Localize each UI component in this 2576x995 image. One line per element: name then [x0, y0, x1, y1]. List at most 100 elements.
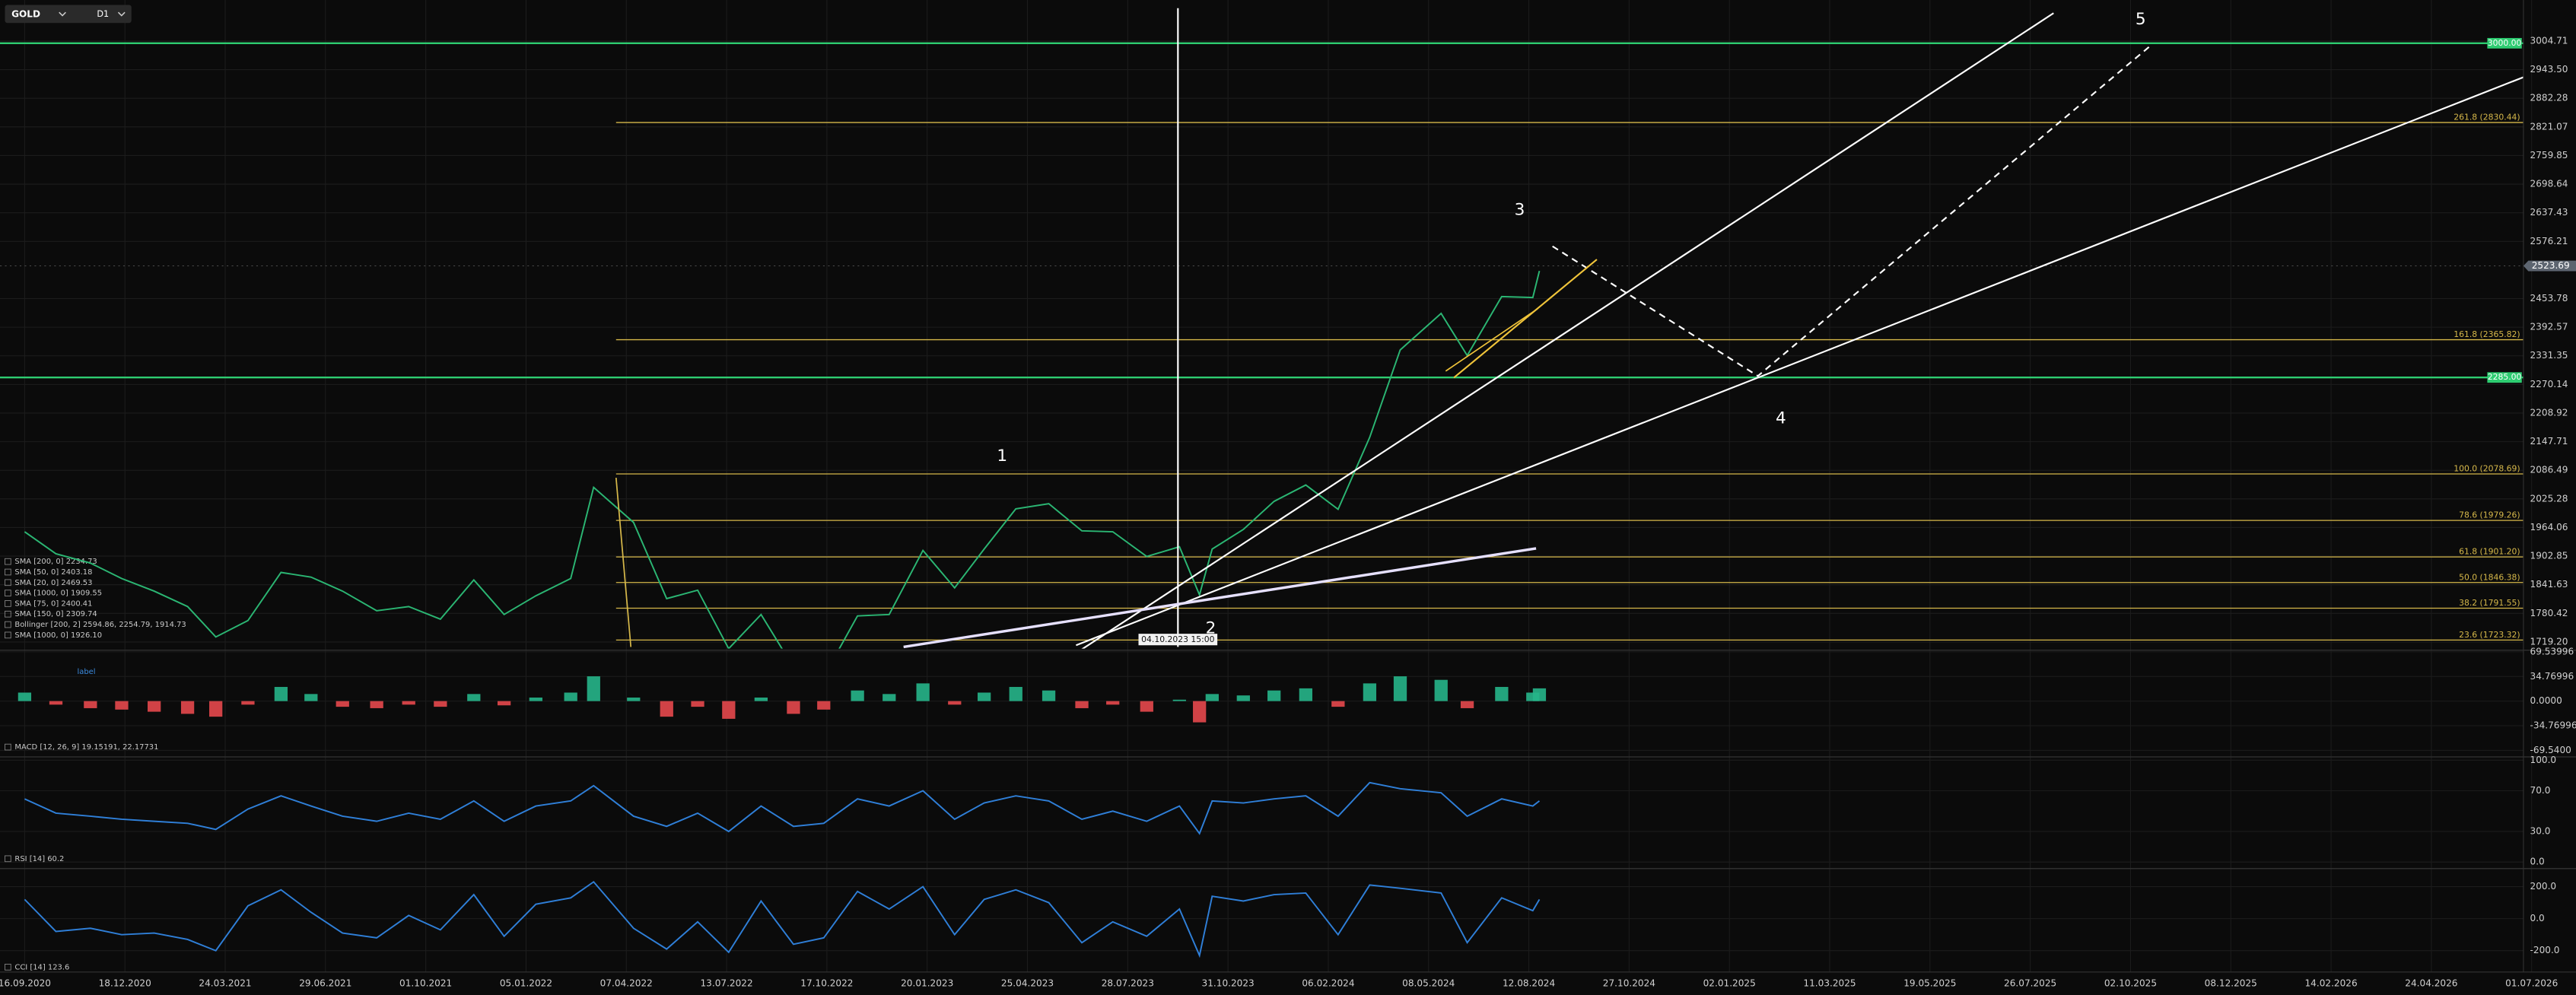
time-tick-label: 24.03.2021	[199, 978, 251, 988]
legend-icon	[5, 568, 11, 576]
legend-icon	[5, 621, 11, 628]
wave-label: 1	[997, 447, 1007, 466]
y-tick-label: 70.0	[2530, 785, 2551, 796]
histogram-bar	[1363, 683, 1377, 701]
y-tick-label: 0.0	[2530, 857, 2545, 867]
histogram-bar	[1267, 690, 1281, 701]
price-level-label: 3000.00	[2488, 38, 2522, 48]
y-tick-label: 100.0	[2530, 755, 2557, 765]
histogram-bar	[1532, 688, 1547, 701]
price-level-tag	[2487, 37, 2522, 49]
fib-level-label: 261.8 (2830.44)	[2454, 113, 2520, 122]
series-line	[24, 270, 1541, 649]
time-tick-label: 02.01.2025	[1703, 978, 1756, 988]
wave-label: 5	[2136, 10, 2146, 29]
histogram-bar	[627, 697, 641, 701]
fib-level-label: 61.8 (1901.20)	[2459, 547, 2520, 557]
histogram-bar	[1236, 695, 1250, 701]
histogram-bar	[754, 697, 768, 701]
histogram-bar	[209, 701, 223, 717]
histogram-bar	[336, 701, 349, 707]
y-tick-label: 2086.49	[2530, 465, 2568, 475]
cursor-tag-label: 04.10.2023 15:00	[1141, 634, 1214, 644]
legend-icon	[5, 743, 11, 751]
histogram-bar	[304, 694, 318, 701]
y-tick-label: -34.76996	[2530, 720, 2576, 731]
histogram-bar	[1172, 699, 1186, 701]
grid-layer	[0, 0, 2576, 972]
y-tick-label: 2943.50	[2530, 64, 2568, 75]
legend-entry: SMA [50, 0] 2403.18	[14, 568, 92, 577]
y-tick-label: 1841.63	[2530, 579, 2568, 590]
histogram-bar	[787, 701, 800, 714]
y-tick-label: 2208.92	[2530, 407, 2568, 418]
y-tick-label: 2759.85	[2530, 150, 2568, 161]
y-tick-label: 1902.85	[2530, 551, 2568, 561]
time-tick-label: 01.10.2021	[399, 978, 452, 988]
y-tick-label: 69.53996	[2530, 646, 2574, 656]
time-tick-label: 17.10.2022	[800, 978, 853, 988]
y-tick-label: 2821.07	[2530, 121, 2568, 132]
fib-level-label: 38.2 (1791.55)	[2459, 598, 2520, 608]
histogram-bar	[370, 701, 383, 708]
histogram-bar	[883, 694, 896, 701]
y-tick-label: 34.76996	[2530, 671, 2574, 682]
histogram-bar	[1106, 701, 1120, 705]
toolbar: GOLD D1	[5, 5, 132, 24]
histogram-bar	[1140, 701, 1153, 712]
time-tick-label: 07.04.2022	[600, 978, 653, 988]
histogram-bar	[977, 692, 991, 701]
histogram-bar	[817, 701, 831, 710]
histogram-bar	[497, 701, 511, 706]
time-tick-label: 26.07.2025	[2004, 978, 2056, 988]
histogram-bar	[1075, 701, 1089, 708]
y-tick-label: 1719.20	[2530, 636, 2568, 647]
time-tick-label: 29.06.2021	[299, 978, 351, 988]
fib-level-label: 100.0 (2078.69)	[2454, 464, 2520, 474]
time-tick-label: 13.07.2022	[700, 978, 752, 988]
y-tick-label: 2698.64	[2530, 179, 2568, 189]
y-tick-label: 2453.78	[2530, 293, 2568, 304]
histogram-bar	[660, 701, 673, 717]
y-tick-label: 2270.14	[2530, 379, 2568, 389]
histogram-bar	[180, 701, 195, 714]
cursor-tag	[1138, 634, 1218, 646]
long-sma-line	[903, 547, 1537, 649]
y-tick-label: 2882.28	[2530, 93, 2568, 103]
time-tick-label: 18.12.2020	[99, 978, 151, 988]
time-tick-label: 06.02.2024	[1302, 978, 1354, 988]
legend-icon	[5, 558, 11, 565]
wave-label: 4	[1776, 408, 1786, 428]
time-tick-label: 19.05.2025	[1903, 978, 1956, 988]
legend-icon	[5, 855, 11, 863]
histogram-bar	[148, 701, 161, 712]
dropdown-icon	[59, 11, 126, 17]
symbol[interactable]: GOLD	[11, 8, 40, 19]
timeframe[interactable]: D1	[97, 9, 109, 19]
legend-icon	[5, 631, 11, 639]
y-tick-label: 2576.21	[2530, 236, 2568, 246]
histogram-bar	[1393, 676, 1407, 701]
indicator-label: label	[77, 668, 95, 676]
projection-path	[1552, 43, 2153, 377]
histogram-bar	[115, 701, 129, 710]
legend-entry: SMA [75, 0] 2400.41	[14, 599, 92, 608]
time-tick-label: 08.12.2025	[2205, 978, 2257, 988]
time-tick-label: 16.09.2020	[0, 978, 51, 988]
fib-level-label: 161.8 (2365.82)	[2454, 329, 2520, 339]
indicator-legend: SMA [200, 0] 2234.73 SMA [50, 0] 2403.18 S…	[5, 558, 186, 640]
indicator-legend: RSI [14] 60.2	[5, 855, 64, 863]
time-tick-label: 25.04.2023	[1001, 978, 1054, 988]
last-price-label: 2523.69	[2532, 260, 2570, 271]
legend-entry: RSI [14] 60.2	[14, 855, 64, 863]
last-price-tag	[2523, 260, 2576, 272]
y-tick-label: 0.0000	[2530, 695, 2562, 706]
y-tick-label: 2331.35	[2530, 350, 2568, 361]
drawing-layer	[615, 8, 2524, 649]
symbol-selector[interactable]	[5, 5, 132, 24]
time-tick-label: 24.04.2026	[2405, 978, 2457, 988]
time-tick-label: 31.10.2023	[1202, 978, 1255, 988]
fib-level-label: 23.6 (1723.32)	[2459, 630, 2520, 640]
